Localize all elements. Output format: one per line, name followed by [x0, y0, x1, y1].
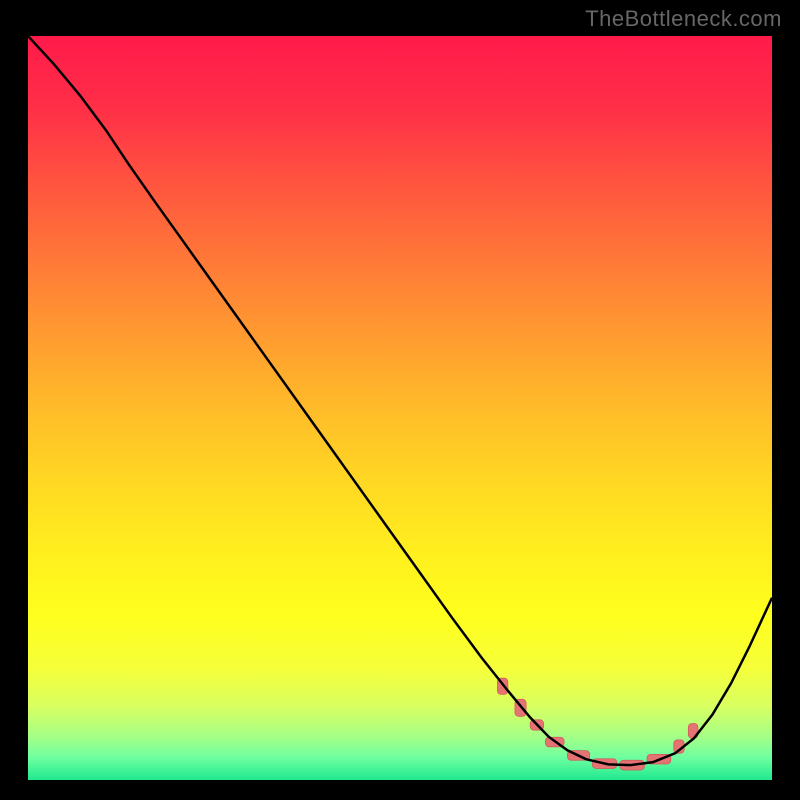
chart-svg — [28, 36, 772, 780]
curve-line — [28, 36, 772, 765]
watermark-text: TheBottleneck.com — [585, 6, 782, 32]
plot-area — [28, 36, 772, 780]
